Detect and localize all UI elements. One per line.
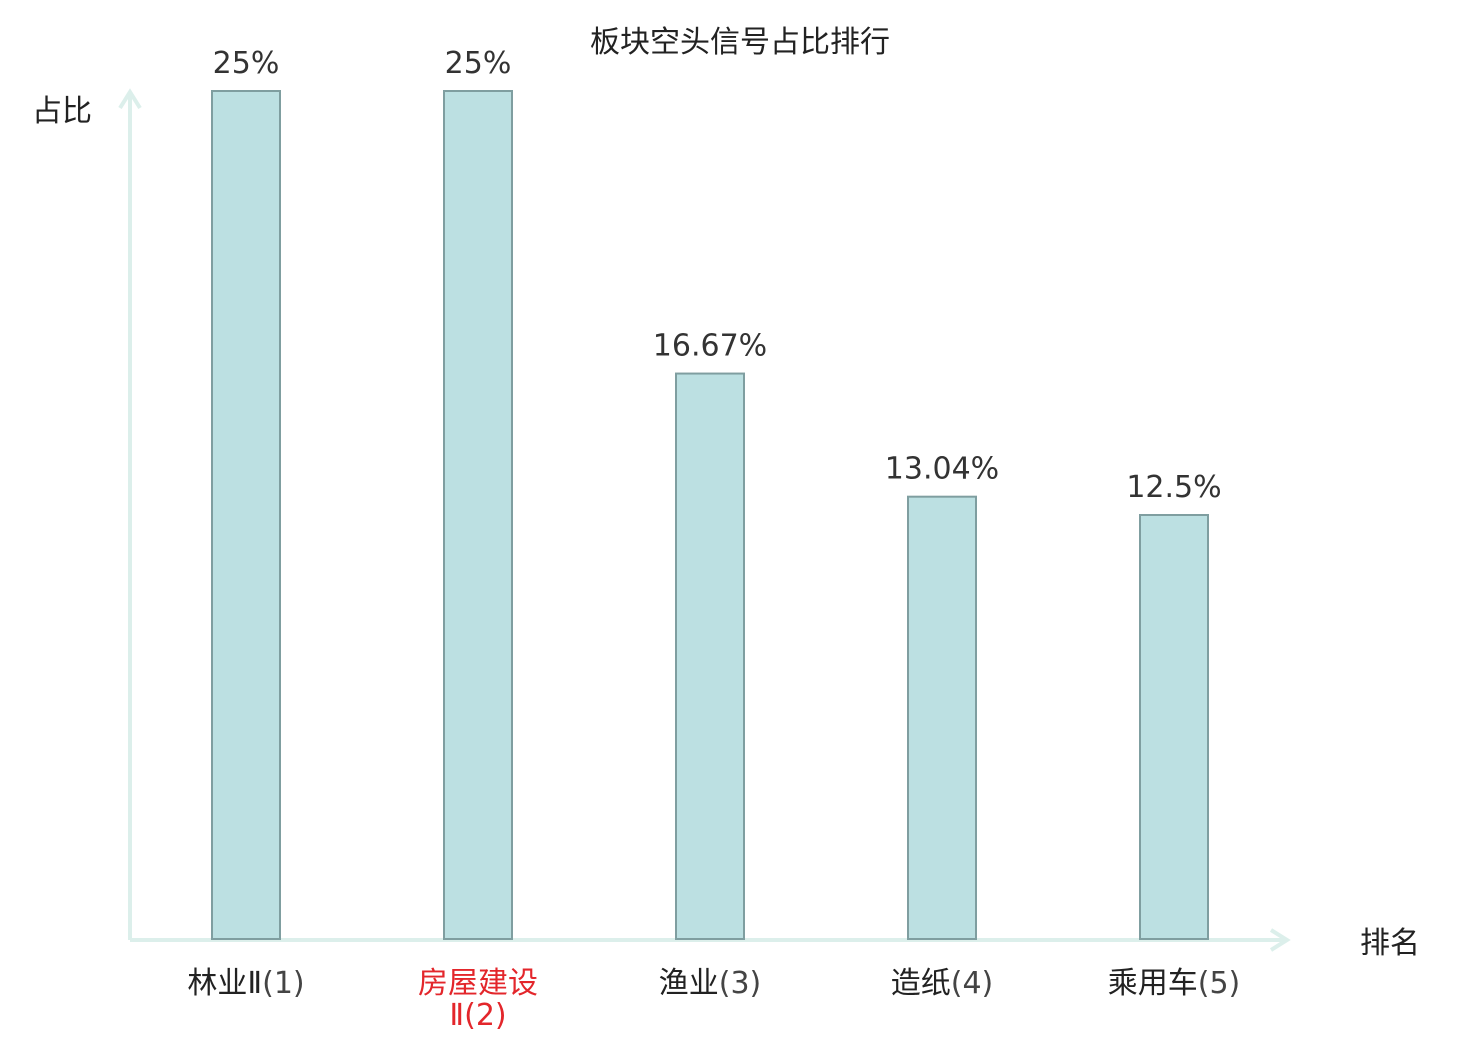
value-labels-group: 25% 25% 16.67% 13.04% 12.5% [213, 46, 1222, 505]
category-label-5: 乘用车(5) [1108, 966, 1241, 1001]
value-label-2: 25% [445, 46, 512, 81]
bar-3 [675, 372, 745, 940]
category-label-1: 林业Ⅱ(1) [187, 966, 304, 1001]
category-rank-1: (1) [262, 966, 305, 1001]
category-name-1: 林业Ⅱ [187, 966, 262, 1001]
chart-title: 板块空头信号占比排行 [590, 25, 890, 60]
bars-group [211, 90, 1209, 940]
y-axis-label: 占比 [32, 94, 92, 129]
bar-1 [211, 90, 281, 940]
category-rank-4: (4) [951, 966, 994, 1001]
category-label-3: 渔业(3) [659, 966, 762, 1001]
value-label-1: 25% [213, 46, 280, 81]
category-label-2: 房屋建设 Ⅱ(2) [418, 966, 538, 1033]
x-axis-label: 排名 [1360, 926, 1420, 961]
category-name-4: 造纸 [891, 966, 951, 1001]
category-rank-3: (3) [719, 966, 762, 1001]
value-label-3: 16.67% [653, 329, 767, 364]
bar-5 [1139, 514, 1209, 940]
y-axis-arrow-icon [118, 88, 142, 110]
bar-2 [443, 90, 513, 940]
category-name-5: 乘用车 [1108, 966, 1198, 1001]
bar-4 [907, 495, 977, 940]
value-label-5: 12.5% [1126, 470, 1221, 505]
value-label-4: 13.04% [885, 452, 999, 487]
category-name-2: 房屋建设 [418, 966, 538, 1001]
category-rank-2: Ⅱ(2) [449, 998, 506, 1033]
category-rank-5: (5) [1198, 966, 1241, 1001]
x-axis-arrow-icon [1269, 928, 1291, 952]
category-label-4: 造纸(4) [891, 966, 994, 1001]
category-labels-group: 林业Ⅱ(1) 房屋建设 Ⅱ(2) 渔业(3) 造纸(4) 乘用车(5) [187, 966, 1240, 1033]
category-name-3: 渔业 [659, 966, 719, 1001]
